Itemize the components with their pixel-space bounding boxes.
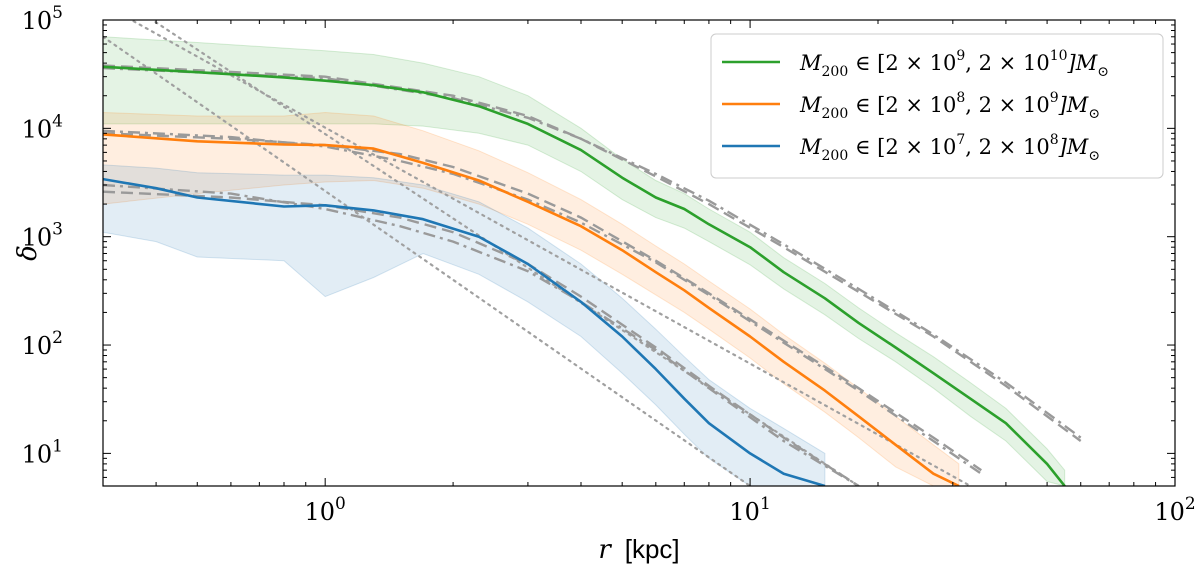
- low-mass-band: [103, 164, 826, 486]
- mid-mass-band: [103, 111, 960, 486]
- x-tick-label: 100: [304, 494, 345, 526]
- power-law-guide-3: [103, 35, 752, 486]
- high-mass-line: [103, 65, 1066, 486]
- legend-box: [710, 33, 1164, 179]
- median-profile-lines: [103, 65, 1066, 486]
- x-axis-label: r [kpc]: [598, 534, 679, 565]
- fit-curve-dashdot-6: [103, 183, 860, 486]
- low-mass-legend-label: M200 ∈ [2 × 107, 2 × 108]M⊙: [799, 132, 1100, 164]
- x-axis-symbol: r: [598, 535, 612, 565]
- y-axis-ticks: 101 102 103 104 105: [22, 3, 1175, 487]
- mid-mass-line: [103, 133, 960, 486]
- x-tick-label: 102: [1154, 494, 1195, 526]
- legend: M200 ∈ [2 × 109, 2 × 1010]M⊙ M200 ∈ [2 × …: [710, 33, 1164, 179]
- high-mass-legend-label: M200 ∈ [2 × 109, 2 × 1010]M⊙: [799, 48, 1109, 80]
- power-law-guide-1: [129, 20, 972, 486]
- y-axis-label: δ: [13, 245, 43, 261]
- y-tick-label: 104: [22, 111, 63, 143]
- low-mass-line: [103, 177, 826, 486]
- x-axis-unit: [kpc]: [625, 534, 680, 564]
- fit-curve-dashed-1: [103, 64, 1082, 442]
- y-tick-label: 103: [22, 220, 63, 252]
- y-tick-label: 102: [22, 328, 63, 360]
- y-tick-label: 101: [22, 436, 63, 468]
- power-law-guides: [103, 20, 972, 486]
- x-tick-label: 101: [729, 494, 770, 526]
- mid-mass-legend-label: M200 ∈ [2 × 108, 2 × 109]M⊙: [799, 90, 1100, 122]
- high-mass-band: [103, 36, 1066, 486]
- scatter-bands: [103, 36, 1066, 486]
- y-tick-label: 105: [22, 3, 63, 35]
- x-axis-ticks: 100 101 102: [102, 20, 1196, 526]
